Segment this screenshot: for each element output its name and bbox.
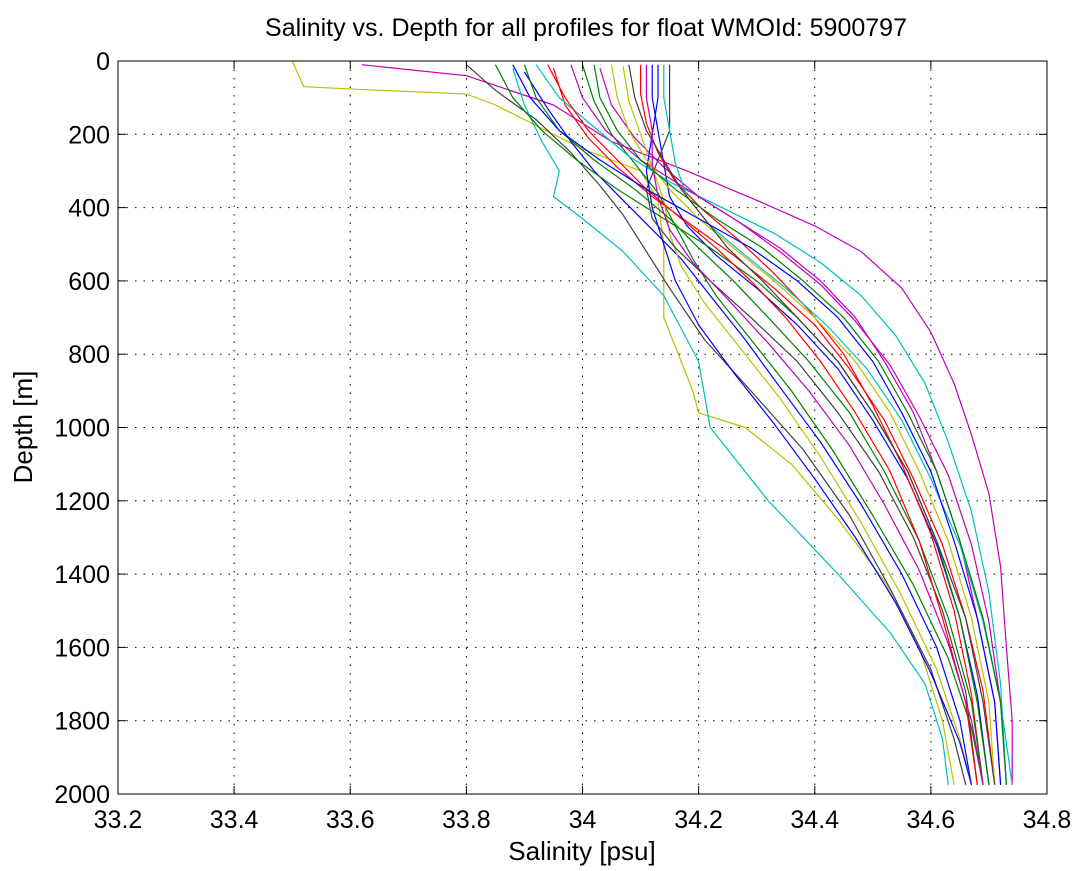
profile-line-2: [361, 64, 1013, 785]
grid-lines: [118, 61, 1047, 794]
profile-line-11: [645, 64, 978, 785]
profile-line-9: [622, 66, 973, 785]
profile-line-18: [523, 64, 984, 785]
y-axis-tick-labels: 0 200 400 600 800 1000 1200 1400 1600 1800 2000: [54, 48, 110, 809]
profile-line-12: [535, 64, 1007, 785]
profile-line-21: [628, 64, 996, 785]
profile-line-4: [512, 68, 949, 785]
y-tick-label: 1600: [54, 634, 110, 662]
x-tick-label: 33.2: [94, 806, 143, 834]
profile-line-6: [552, 68, 996, 785]
profile-line-5: [523, 71, 973, 785]
profile-line-23: [645, 64, 984, 785]
y-tick-label: 600: [68, 268, 110, 296]
profile-line-24: [593, 64, 1007, 785]
x-tick-label: 34.4: [790, 806, 839, 834]
y-axis-label: Depth [m]: [8, 371, 38, 484]
y-tick-label: 2000: [54, 781, 110, 809]
profile-line-1: [291, 60, 955, 785]
profile-line-20: [547, 64, 978, 785]
x-tick-label: 34: [569, 806, 597, 834]
y-tick-label: 200: [68, 121, 110, 149]
y-tick-label: 800: [68, 341, 110, 369]
x-tick-label: 33.8: [442, 806, 491, 834]
x-tick-label: 34.8: [1023, 806, 1072, 834]
profile-line-13: [494, 64, 990, 785]
profile-line-3: [466, 64, 967, 785]
x-tick-label: 33.4: [210, 806, 259, 834]
axis-ticks: [117, 60, 1048, 795]
y-tick-label: 1000: [54, 415, 110, 443]
x-axis-label: Salinity [psu]: [508, 836, 655, 866]
x-tick-label: 34.2: [674, 806, 723, 834]
profile-line-19: [663, 64, 1013, 785]
profile-line-15: [645, 64, 973, 785]
profile-line-16: [570, 64, 1002, 785]
y-tick-label: 0: [96, 48, 110, 76]
x-tick-label: 33.6: [326, 806, 375, 834]
profile-line-17: [610, 64, 996, 785]
x-tick-label: 34.6: [907, 806, 956, 834]
profile-line-7: [581, 64, 984, 785]
x-axis-tick-labels: 33.2 33.4 33.6 33.8 34 34.2 34.4 34.6 34.8: [94, 806, 1072, 834]
profile-line-22: [512, 64, 1002, 785]
chart-title: Salinity vs. Depth for all profiles for …: [265, 14, 907, 42]
y-tick-label: 1800: [54, 708, 110, 736]
y-tick-label: 1400: [54, 561, 110, 589]
profile-lines: [291, 60, 1013, 785]
y-tick-label: 400: [68, 195, 110, 223]
y-tick-label: 1200: [54, 488, 110, 516]
